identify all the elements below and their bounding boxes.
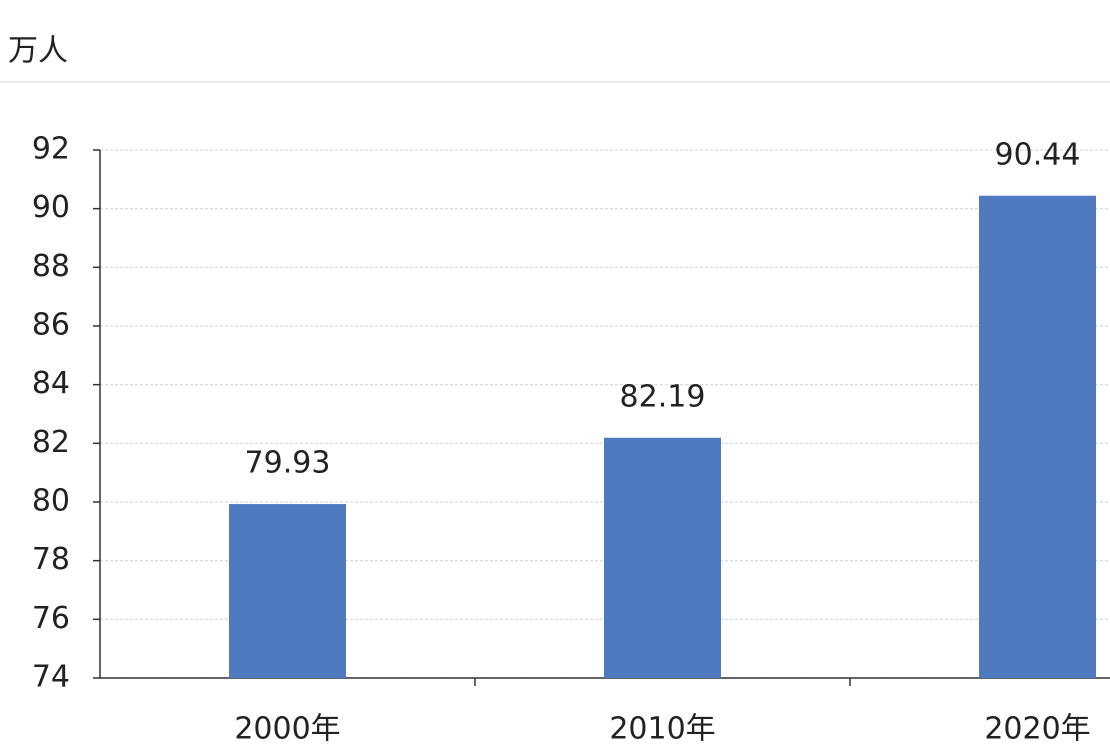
- y-tick-label: 86: [32, 308, 70, 343]
- y-axis-label: 万人: [8, 34, 68, 69]
- y-tick-label: 90: [32, 190, 70, 225]
- y-tick-label: 78: [32, 542, 70, 577]
- y-tick-label: 92: [32, 132, 70, 167]
- y-tick-label: 82: [32, 425, 70, 460]
- x-tick-label: 2020年: [984, 712, 1090, 747]
- x-tick-label: 2010年: [609, 712, 715, 747]
- bar: [979, 195, 1096, 678]
- y-tick-label: 88: [32, 249, 70, 284]
- bar: [229, 504, 346, 678]
- data-label: 82.19: [620, 379, 706, 414]
- y-tick-label: 84: [32, 366, 70, 401]
- y-tick-label: 76: [32, 601, 70, 636]
- y-tick-label: 74: [32, 660, 70, 695]
- y-tick-label: 80: [32, 484, 70, 519]
- data-label: 90.44: [995, 137, 1081, 172]
- data-label: 79.93: [245, 446, 331, 481]
- x-tick-label: 2000年: [234, 712, 340, 747]
- bar: [604, 437, 721, 678]
